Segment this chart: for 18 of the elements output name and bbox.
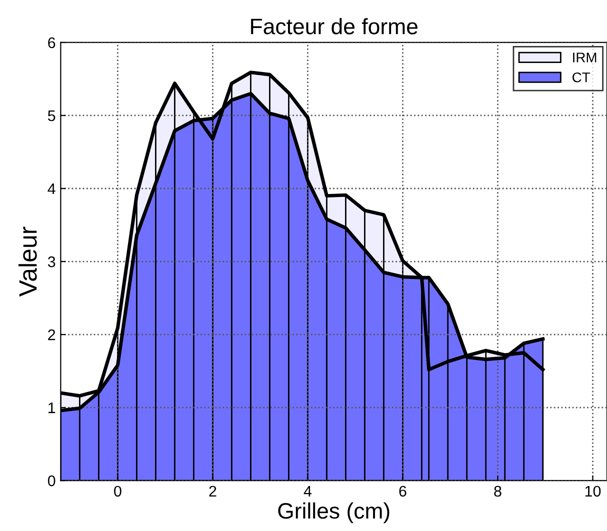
legend-label: CT [572, 72, 590, 82]
y-tick-label: 1 [48, 402, 56, 414]
x-tick-label: 2 [209, 486, 216, 496]
y-tick-label: 2 [48, 329, 56, 340]
x-tick-label: 6 [399, 486, 406, 497]
y-tick-label: 0 [48, 475, 56, 486]
y-tick-label: 6 [48, 37, 56, 48]
x-tick-label: 0 [114, 486, 122, 497]
x-tick-label: 8 [494, 486, 502, 497]
x-axis-title: Grilles (cm) [278, 502, 390, 524]
y-axis-title: Valeur [18, 226, 37, 297]
y-tick-label: 4 [48, 184, 56, 194]
x-tick-label: 4 [304, 486, 312, 496]
legend-label: IRM [573, 52, 596, 62]
chart-title: Facteur de forme [251, 18, 418, 34]
x-tick-label: 10 [585, 486, 601, 497]
y-tick-label: 3 [48, 256, 56, 268]
y-tick-label: 5 [48, 110, 56, 122]
